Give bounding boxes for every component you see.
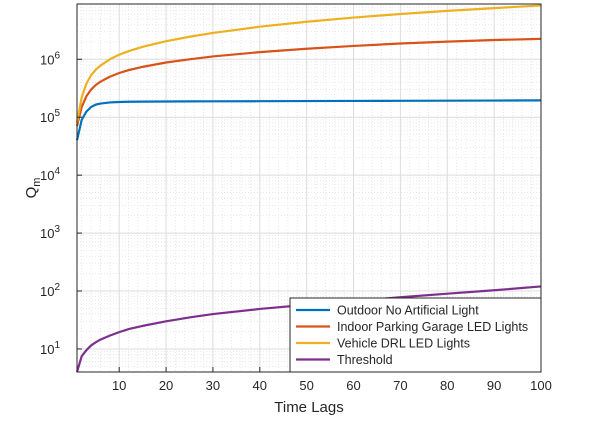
x-tick-label: 60: [346, 378, 360, 393]
y-tick-exponent: 5: [54, 108, 60, 119]
x-axis: 10 20 30 40 50 60 70 80 90 100: [112, 367, 552, 393]
y-tick-base: 10: [40, 342, 54, 357]
legend-label-1: Outdoor No Artificial Light: [337, 304, 479, 318]
x-tick-label: 20: [159, 378, 173, 393]
y-tick-base: 10: [40, 168, 54, 183]
legend-box: [289, 297, 542, 373]
x-tick-label: 50: [299, 378, 313, 393]
y-tick-label: 106: [40, 50, 60, 67]
series-line-1: [75, 99, 542, 141]
y-tick-base: 10: [40, 110, 54, 125]
legend-label-4: Threshold: [337, 353, 393, 367]
legend: Outdoor No Artificial Light Indoor Parkin…: [289, 297, 542, 373]
y-tick-base: 10: [40, 226, 54, 241]
legend-label-2: Indoor Parking Garage LED Lights: [337, 320, 528, 334]
x-tick-label: 70: [393, 378, 407, 393]
y-tick-label: 102: [40, 282, 60, 299]
y-axis-title-subscript: m: [31, 178, 43, 187]
y-tick-exponent: 2: [54, 282, 60, 293]
x-tick-label: 30: [206, 378, 220, 393]
y-tick-exponent: 3: [54, 224, 60, 235]
y-tick-base: 10: [40, 52, 54, 67]
x-axis-title: Time Lags: [274, 399, 343, 416]
x-tick-label: 90: [487, 378, 501, 393]
y-tick-label: 104: [40, 166, 60, 183]
x-tick-label: 10: [112, 378, 126, 393]
y-tick-exponent: 4: [54, 166, 60, 177]
series-line-2: [75, 37, 542, 127]
series-line-3: [75, 4, 542, 124]
y-tick-label: 101: [40, 340, 60, 357]
x-tick-label: 100: [530, 378, 552, 393]
x-tick-label: 80: [440, 378, 454, 393]
y-tick-exponent: 6: [54, 50, 60, 61]
y-tick-label: 105: [40, 108, 60, 125]
y-tick-exponent: 1: [54, 340, 60, 351]
x-tick-label: 40: [253, 378, 267, 393]
y-axis-title-base: Q: [23, 187, 40, 199]
y-tick-base: 10: [40, 284, 54, 299]
legend-label-3: Vehicle DRL LED Lights: [337, 337, 470, 351]
y-tick-label: 103: [40, 224, 60, 241]
y-axis-title: Qm: [23, 178, 43, 199]
